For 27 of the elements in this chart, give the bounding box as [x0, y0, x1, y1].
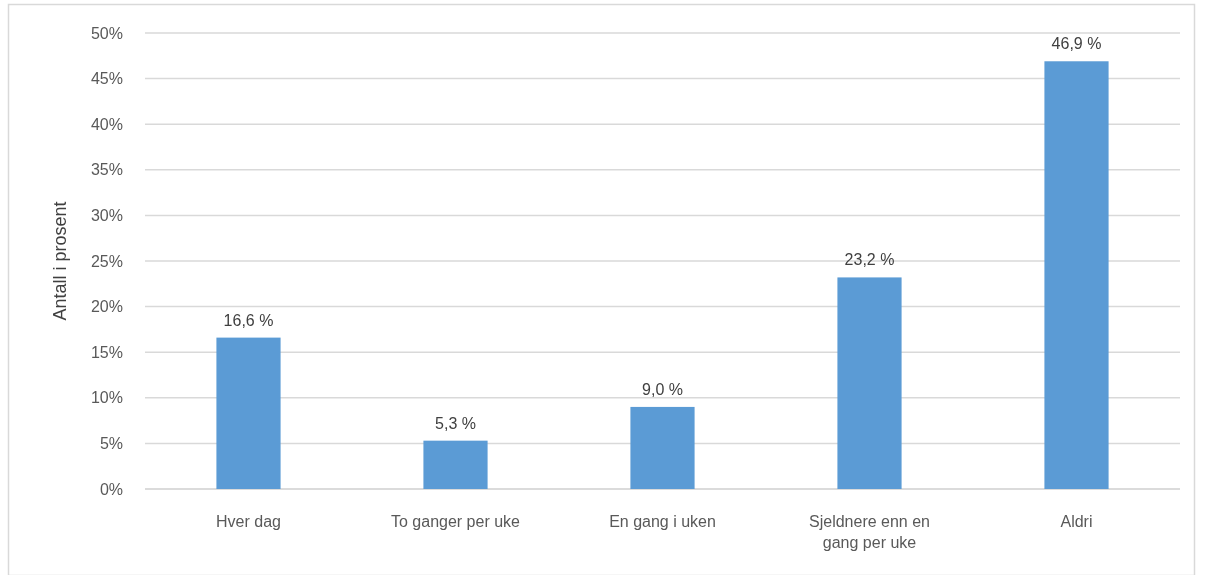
- x-tick-label: Aldri: [1060, 513, 1093, 530]
- y-tick-label: 50%: [90, 24, 123, 42]
- y-tick-label: 20%: [90, 298, 123, 316]
- y-tick-label: 5%: [99, 435, 123, 452]
- x-tick-label: To ganger per uke: [391, 513, 521, 530]
- bar: [630, 406, 695, 489]
- y-tick-label: 15%: [90, 343, 123, 361]
- data-label: 9,0 %: [642, 380, 683, 398]
- y-tick-label: 45%: [90, 70, 123, 88]
- data-label: 23,2 %: [844, 251, 895, 269]
- y-tick-label: 0%: [99, 480, 123, 498]
- y-tick-label: 30%: [90, 207, 123, 224]
- y-tick-label: 40%: [90, 115, 123, 133]
- y-tick-label: 35%: [90, 161, 123, 179]
- bar: [837, 277, 902, 489]
- x-tick-label: Sjeldnere enn en gang per uke: [809, 513, 930, 551]
- data-label: 5,3 %: [435, 414, 476, 432]
- data-label: 16,6 %: [223, 311, 274, 329]
- data-label: 46,9 %: [1051, 35, 1102, 53]
- y-tick-label: 25%: [90, 252, 123, 270]
- bar: [423, 440, 488, 489]
- bar: [216, 337, 281, 489]
- y-tick-label: 10%: [90, 389, 123, 407]
- x-tick-label: Hver dag: [216, 513, 281, 530]
- x-tick-label: En gang i uken: [609, 513, 716, 530]
- y-axis-title: Antall i prosent: [50, 201, 70, 321]
- bar: [1044, 61, 1109, 489]
